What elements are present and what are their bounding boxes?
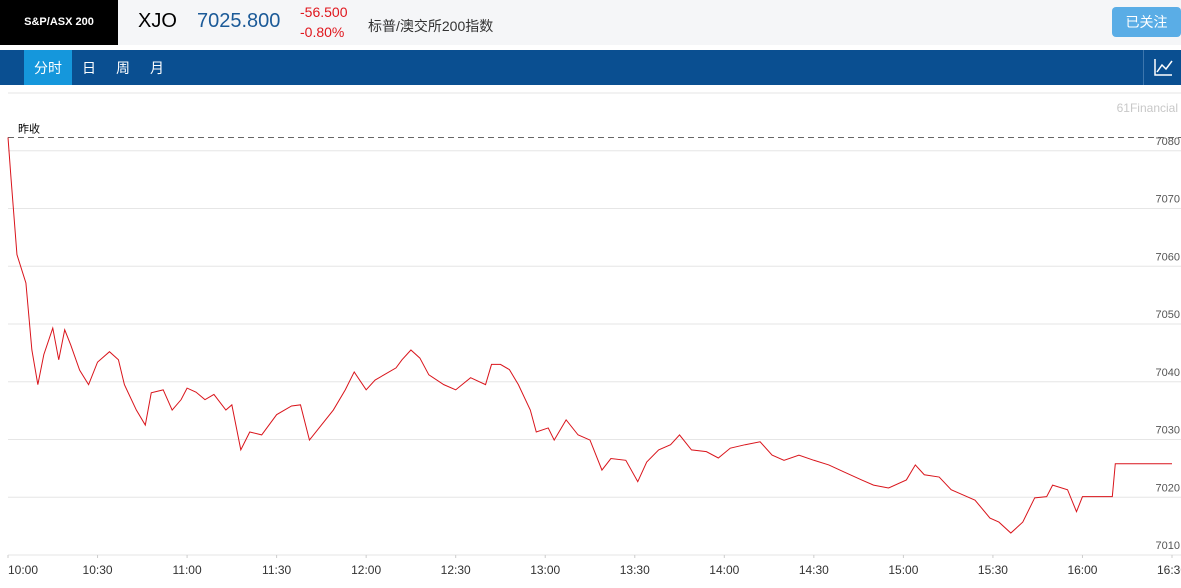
tab-bar: 分时 日 周 月	[0, 50, 1181, 85]
symbol: XJO	[138, 10, 177, 32]
prev-close-label: 昨收	[18, 121, 40, 135]
y-tick-label: 7030	[1156, 425, 1180, 437]
tab[interactable]: 周	[116, 60, 130, 76]
y-tick-label: 7080	[1156, 136, 1180, 148]
index-name: 标普/澳交所200指数	[368, 18, 494, 34]
tab[interactable]: 日	[82, 60, 96, 76]
tab[interactable]: 月	[150, 60, 164, 76]
x-tick-label: 10:30	[83, 563, 113, 577]
x-tick-label: 14:30	[799, 563, 829, 577]
y-tick-label: 7060	[1156, 251, 1180, 263]
tab[interactable]: 分时	[24, 50, 72, 85]
x-tick-label: 15:30	[978, 563, 1008, 577]
x-tick-label: 16:30	[1157, 563, 1181, 577]
x-tick-label: 13:30	[620, 563, 650, 577]
x-tick-label: 16:00	[1067, 563, 1097, 577]
x-tick-label: 12:30	[441, 563, 471, 577]
x-tick-label: 14:00	[709, 563, 739, 577]
x-tick-label: 13:00	[530, 563, 560, 577]
y-tick-label: 7070	[1156, 194, 1180, 206]
x-tick-label: 10:00	[8, 563, 38, 577]
y-tick-label: 7050	[1156, 309, 1180, 321]
x-tick-label: 15:00	[888, 563, 918, 577]
x-tick-label: 12:00	[351, 563, 381, 577]
y-tick-label: 7010	[1156, 540, 1180, 552]
x-tick-label: 11:30	[262, 563, 291, 577]
y-tick-label: 7020	[1156, 482, 1180, 494]
watermark: 61Financial	[1117, 101, 1178, 115]
logo: S&P/ASX 200	[0, 0, 118, 45]
price: 7025.800	[197, 10, 281, 32]
change: -56.500	[300, 4, 348, 20]
header: S&P/ASX 200 XJO 7025.800 -56.500 -0.80% …	[0, 0, 1181, 45]
y-tick-label: 7040	[1156, 367, 1180, 379]
price-line	[7, 137, 1172, 534]
chart-toggle[interactable]	[1143, 50, 1181, 85]
follow-button[interactable]: 已关注	[1112, 7, 1181, 37]
chart-icon	[1154, 59, 1173, 76]
change-pct: -0.80%	[300, 24, 345, 40]
x-tick-label: 11:00	[173, 563, 202, 577]
